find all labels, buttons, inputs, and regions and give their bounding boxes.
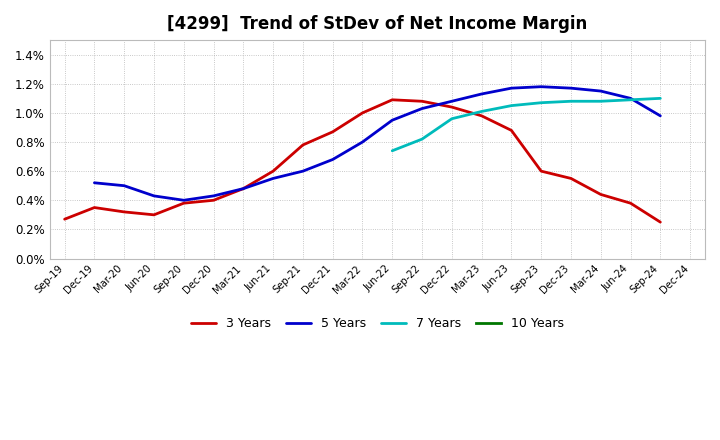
5 Years [328,157,337,162]
5 Years [418,106,426,111]
5 Years [120,183,128,188]
Legend: 3 Years, 5 Years, 7 Years, 10 Years: 3 Years, 5 Years, 7 Years, 10 Years [186,312,569,335]
5 Years [626,96,635,101]
3 Years [120,209,128,215]
3 Years [507,128,516,133]
3 Years [537,169,546,174]
7 Years [507,103,516,108]
Line: 7 Years: 7 Years [392,99,660,151]
7 Years [388,148,397,154]
3 Years [477,113,486,118]
3 Years [596,192,605,197]
3 Years [90,205,99,210]
3 Years [299,142,307,147]
3 Years [448,104,456,110]
3 Years [418,99,426,104]
7 Years [537,100,546,105]
5 Years [179,198,188,203]
Line: 5 Years: 5 Years [94,87,660,200]
7 Years [596,99,605,104]
3 Years [388,97,397,103]
3 Years [239,186,248,191]
5 Years [596,88,605,94]
5 Years [210,193,218,198]
7 Years [626,97,635,103]
5 Years [388,117,397,123]
5 Years [269,176,277,181]
5 Years [90,180,99,185]
Title: [4299]  Trend of StDev of Net Income Margin: [4299] Trend of StDev of Net Income Marg… [167,15,588,33]
5 Years [477,92,486,97]
5 Years [358,139,366,145]
7 Years [567,99,575,104]
5 Years [448,99,456,104]
7 Years [477,109,486,114]
3 Years [150,212,158,217]
7 Years [418,136,426,142]
3 Years [358,110,366,116]
7 Years [448,116,456,121]
3 Years [626,201,635,206]
5 Years [656,113,665,118]
3 Years [656,220,665,225]
5 Years [537,84,546,89]
7 Years [656,96,665,101]
5 Years [507,85,516,91]
3 Years [269,169,277,174]
5 Years [567,85,575,91]
5 Years [299,169,307,174]
3 Years [328,129,337,135]
5 Years [150,193,158,198]
3 Years [60,216,69,222]
3 Years [567,176,575,181]
3 Years [179,201,188,206]
5 Years [239,186,248,191]
3 Years [210,198,218,203]
Line: 3 Years: 3 Years [65,100,660,222]
